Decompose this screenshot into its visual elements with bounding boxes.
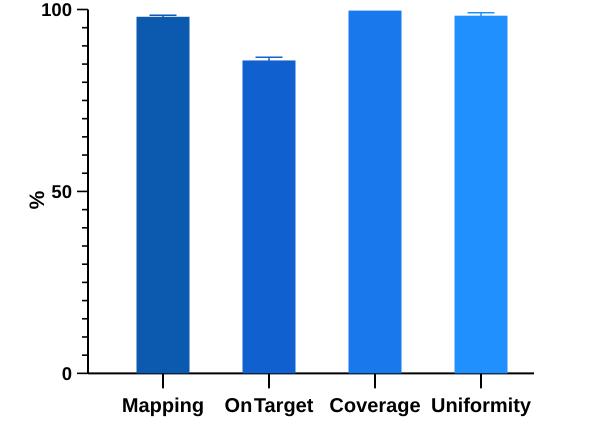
- svg-text:%: %: [26, 190, 49, 209]
- svg-text:OnTarget: OnTarget: [225, 395, 314, 417]
- svg-text:Mapping: Mapping: [122, 395, 204, 417]
- svg-text:50: 50: [51, 181, 72, 202]
- svg-text:Uniformity: Uniformity: [431, 395, 532, 417]
- svg-text:0: 0: [62, 363, 72, 384]
- svg-text:Coverage: Coverage: [329, 395, 420, 417]
- svg-text:100: 100: [41, 0, 72, 20]
